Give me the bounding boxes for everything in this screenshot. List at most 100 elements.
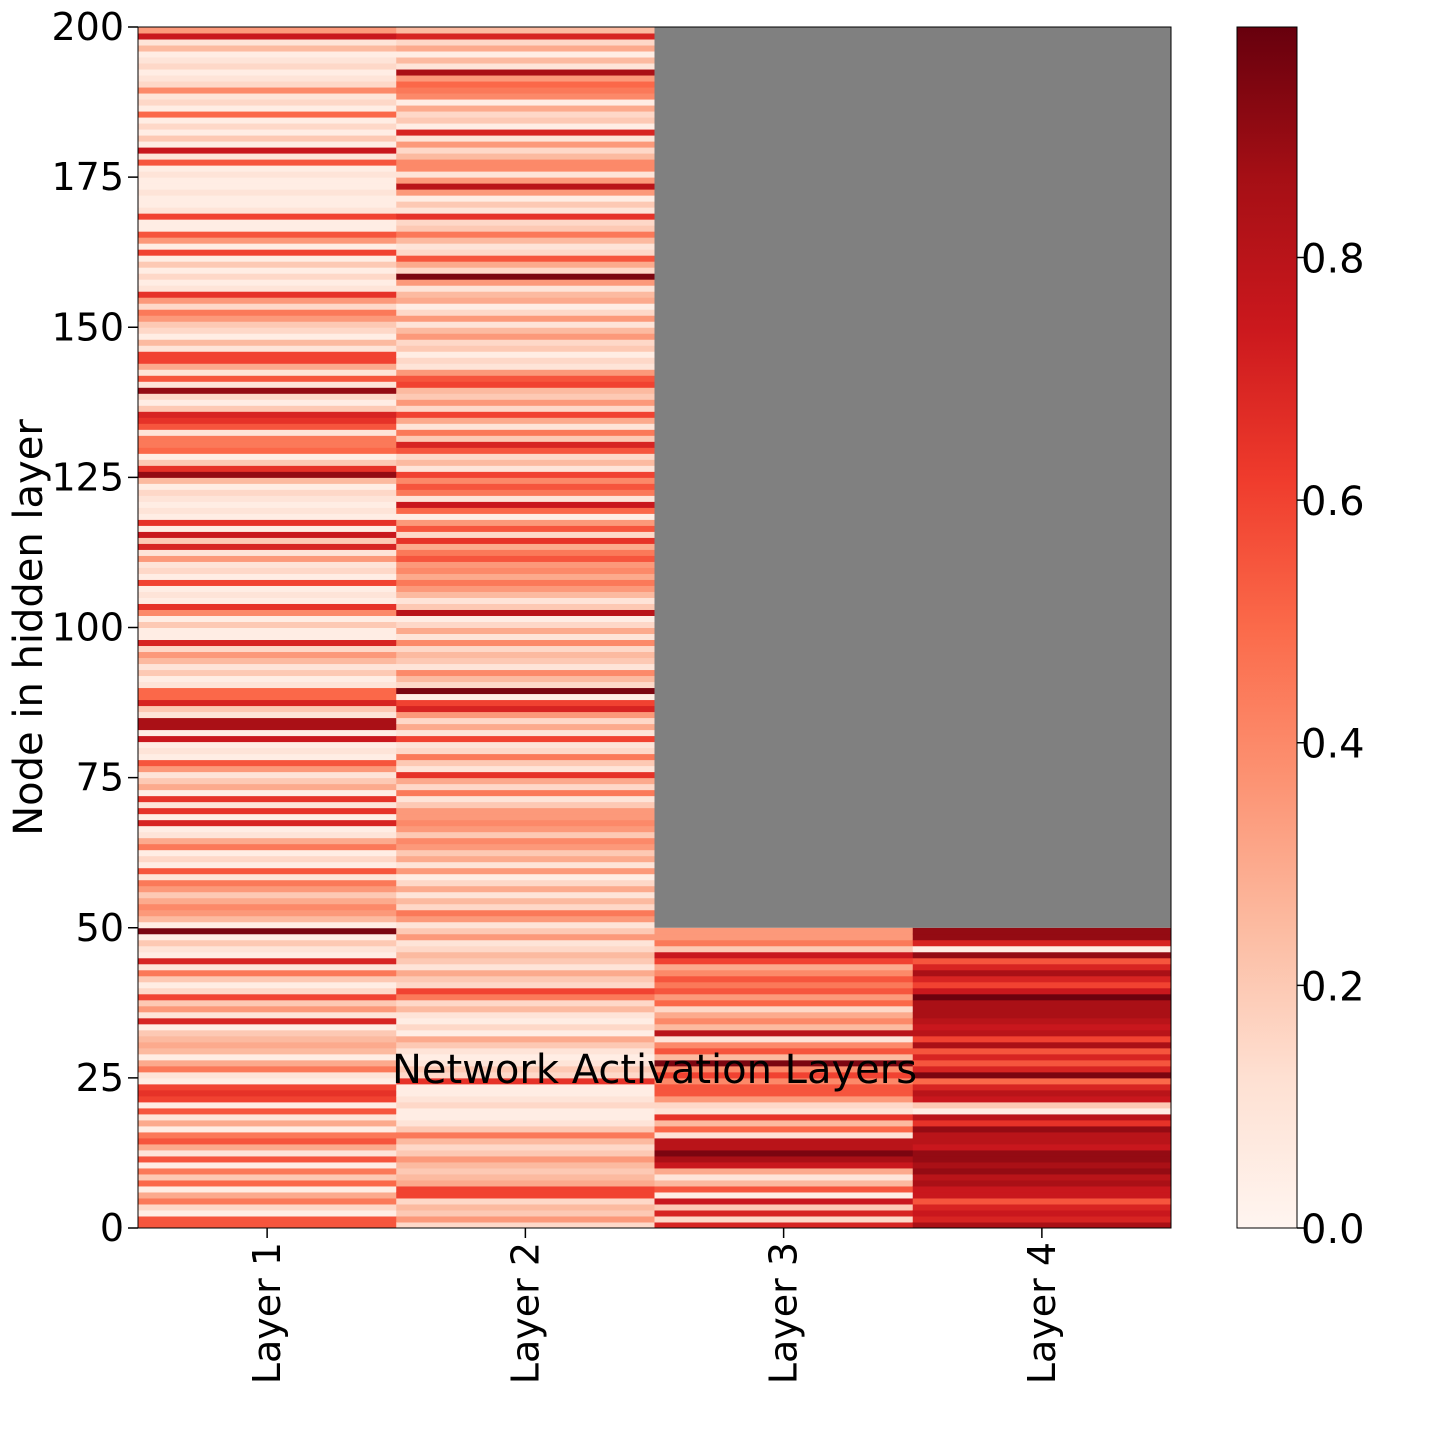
heatmap-cell — [138, 705, 397, 713]
heatmap-cell — [396, 303, 655, 310]
heatmap-cell — [138, 453, 397, 460]
heatmap-cell — [138, 651, 397, 659]
heatmap-cell — [138, 399, 397, 406]
heatmap-cell — [138, 63, 397, 70]
heatmap-cell — [138, 501, 397, 508]
heatmap-cell — [396, 687, 655, 695]
colorbar-tick-label: 0.2 — [1301, 964, 1365, 1010]
heatmap-cell — [138, 117, 397, 124]
heatmap-cell — [138, 255, 397, 262]
heatmap-cell — [138, 969, 397, 977]
heatmap-cell — [912, 1101, 1172, 1109]
heatmap-cell — [654, 1029, 914, 1037]
heatmap-cell — [138, 105, 397, 112]
heatmap-cell — [912, 1161, 1172, 1169]
heatmap-cell — [138, 249, 397, 256]
heatmap-cell — [396, 849, 655, 857]
heatmap-cell — [396, 483, 655, 490]
heatmap-cell — [396, 399, 655, 406]
heatmap-cell — [396, 963, 655, 971]
heatmap-cell — [138, 513, 397, 520]
heatmap-cell — [396, 1125, 655, 1133]
heatmap-cell — [912, 1185, 1172, 1193]
heatmap-cell — [138, 825, 397, 833]
heatmap-cell — [396, 501, 655, 508]
heatmap-cell — [138, 1107, 397, 1115]
heatmap-cell — [138, 591, 397, 598]
heatmap-cell — [396, 237, 655, 244]
heatmap-cell — [396, 477, 655, 484]
heatmap-cell — [654, 1089, 914, 1097]
heatmap-cell — [138, 81, 397, 88]
heatmap-cell — [396, 129, 655, 136]
heatmap-cell — [396, 555, 655, 562]
heatmap-cell — [138, 327, 397, 334]
heatmap-cell — [396, 153, 655, 160]
heatmap-cell — [138, 531, 397, 538]
heatmap-cell — [138, 159, 397, 166]
heatmap-cell — [396, 909, 655, 917]
heatmap-cell — [654, 1209, 914, 1217]
heatmap-cell — [138, 783, 397, 791]
colorbar-tick-label: 0.4 — [1301, 722, 1365, 768]
colorbar-tick-label: 0.6 — [1301, 479, 1365, 525]
heatmap-cell — [396, 285, 655, 292]
heatmap-cell — [654, 1059, 914, 1067]
heatmap-cell — [396, 459, 655, 466]
heatmap-cell — [138, 273, 397, 280]
heatmap-column-3 — [654, 27, 914, 1229]
heatmap-cell — [912, 1095, 1172, 1103]
heatmap-cell — [396, 549, 655, 556]
heatmap-cell — [138, 75, 397, 82]
heatmap-cell — [138, 207, 397, 214]
heatmap-cell — [138, 681, 397, 689]
heatmap-cell — [138, 279, 397, 286]
heatmap-cell — [396, 951, 655, 959]
heatmap-cell — [138, 921, 397, 929]
heatmap-cell — [138, 849, 397, 857]
heatmap-cell — [654, 1191, 914, 1199]
heatmap-cell — [396, 597, 655, 604]
heatmap-cell — [396, 1137, 655, 1145]
y-tick-label: 100 — [51, 606, 124, 650]
heatmap-cell — [396, 927, 655, 935]
heatmap-cell — [654, 927, 914, 935]
heatmap-cell — [138, 855, 397, 863]
heatmap-cell — [396, 789, 655, 797]
heatmap-column-4 — [912, 27, 1172, 1229]
heatmap-cell — [138, 1083, 397, 1091]
heatmap-cell — [138, 231, 397, 238]
heatmap-cell — [396, 39, 655, 46]
heatmap-cell — [138, 381, 397, 388]
heatmap-cell — [912, 951, 1172, 959]
heatmap-cell — [396, 1095, 655, 1103]
heatmap-cell — [654, 1167, 914, 1175]
heatmap-cell — [396, 885, 655, 893]
heatmap-cell — [396, 735, 655, 743]
heatmap-cell — [138, 735, 397, 743]
heatmap-cell — [138, 441, 397, 448]
heatmap-cell — [138, 201, 397, 208]
heatmap-cell — [138, 999, 397, 1007]
heatmap-cell — [396, 1011, 655, 1019]
heatmap-cell — [138, 141, 397, 148]
heatmap-cell — [654, 999, 914, 1007]
heatmap-cell — [396, 471, 655, 478]
heatmap-cell — [138, 843, 397, 851]
heatmap-cell — [396, 351, 655, 358]
heatmap-cell — [138, 1137, 397, 1145]
heatmap-cell — [396, 117, 655, 124]
heatmap-cell — [396, 1077, 655, 1085]
heatmap-cell — [138, 933, 397, 941]
heatmap-cell — [138, 369, 397, 376]
heatmap-cell — [138, 447, 397, 454]
heatmap-cell — [396, 987, 655, 995]
heatmap-cell — [396, 225, 655, 232]
heatmap-cell — [654, 1101, 914, 1109]
heatmap-cell — [396, 609, 655, 616]
heatmap-cell — [396, 579, 655, 586]
heatmap-cell — [396, 447, 655, 454]
heatmap-cell — [138, 309, 397, 316]
heatmap-cell — [138, 1101, 397, 1109]
heatmap-cell — [912, 1023, 1172, 1031]
